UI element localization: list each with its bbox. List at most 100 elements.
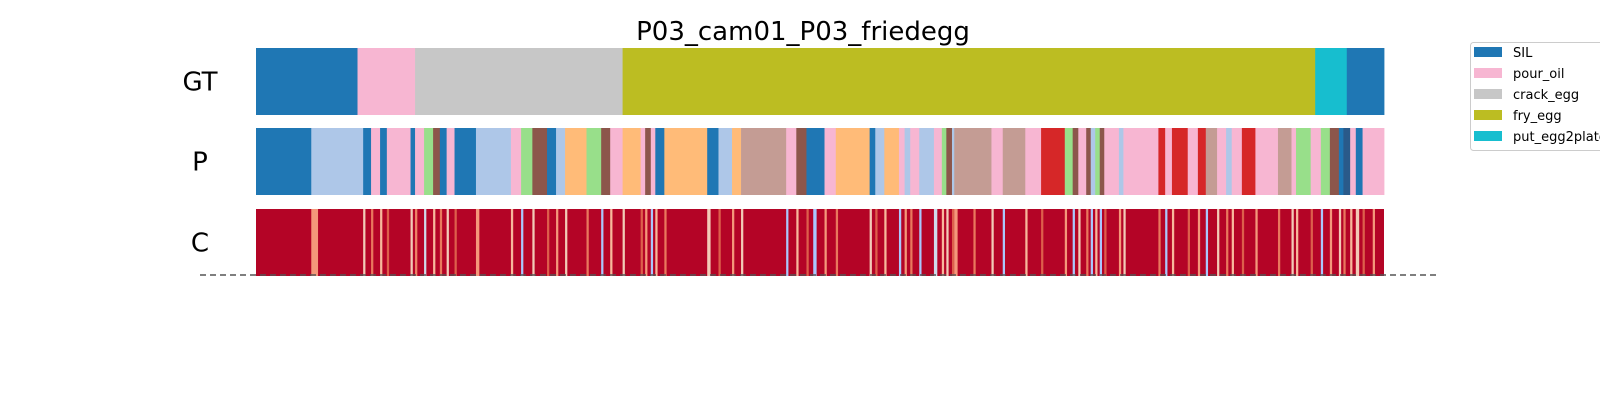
confidence-stripe: [1104, 209, 1107, 276]
segment-bar: [622, 48, 1316, 115]
confidence-stripe: [1355, 209, 1360, 276]
confidence-stripe: [1296, 209, 1299, 276]
confidence-stripe: [1086, 209, 1089, 276]
confidence-stripe: [1362, 209, 1365, 276]
confidence-stripe: [1041, 209, 1044, 276]
confidence-stripe: [640, 209, 643, 276]
confidence-stripe: [824, 209, 827, 276]
confidence-stripe: [933, 209, 938, 276]
segment-bar: [475, 128, 486, 195]
confidence-stripe: [380, 209, 383, 276]
segment-bar: [946, 128, 953, 195]
confidence-stripe: [415, 209, 418, 276]
segment-bar: [1099, 128, 1105, 195]
confidence-stripe: [1118, 209, 1122, 276]
row-label: P: [192, 148, 208, 178]
segment-bar: [386, 128, 411, 195]
confidence-stripe: [433, 209, 436, 276]
segment-bar: [1231, 128, 1243, 195]
row-c: C: [191, 209, 1384, 276]
segment-bar: [1343, 128, 1351, 195]
confidence-stripe: [884, 209, 887, 276]
segment-bar: [1002, 128, 1026, 195]
confidence-stripe: [1291, 209, 1294, 276]
segment-bar: [454, 128, 477, 195]
segment-bar: [884, 128, 900, 195]
confidence-stripe: [1002, 209, 1005, 276]
segment-bar: [601, 128, 611, 195]
segment-bar: [424, 128, 434, 195]
confidence-stripe: [1372, 209, 1375, 276]
segment-bar: [910, 128, 920, 195]
confidence-stripe: [954, 209, 958, 276]
segment-bar: [1090, 128, 1096, 195]
segment-bar: [869, 128, 876, 195]
segment-bar: [547, 128, 557, 195]
segment-bar: [898, 128, 905, 195]
confidence-stripe: [1255, 209, 1258, 276]
segment-bar: [1355, 128, 1363, 195]
confidence-stripe: [1158, 209, 1161, 276]
segment-bar: [973, 128, 992, 195]
segment-bar: [1165, 128, 1173, 195]
confidence-stripe: [1217, 209, 1220, 276]
confidence-stripe: [741, 209, 744, 276]
segment-bar: [357, 48, 416, 115]
legend: SIL pour_oil crack_egg fry_egg put_egg2plate: [1470, 42, 1600, 151]
legend-label: fry_egg: [1513, 109, 1562, 124]
confidence-stripe: [586, 209, 589, 276]
segment-bar: [806, 128, 825, 195]
confidence-stripe: [1078, 209, 1081, 276]
segment-bar: [371, 128, 381, 195]
segment-bar: [919, 128, 935, 195]
segment-bar: [718, 128, 733, 195]
rows-layer: GT P C: [182, 48, 1385, 276]
segment-bar: [741, 128, 787, 195]
confidence-stripe: [1226, 209, 1229, 276]
segment-bar: [1095, 128, 1101, 195]
confidence-stripe: [718, 209, 721, 276]
confidence-stripe: [556, 209, 559, 276]
segment-bar: [1338, 128, 1344, 195]
segment-bar: [415, 48, 623, 115]
confidence-stripe: [707, 209, 711, 276]
segment-bar: [650, 128, 656, 195]
segment-bar: [1086, 128, 1092, 195]
confidence-stripe: [919, 209, 922, 276]
segment-bar: [622, 128, 642, 195]
confidence-stripe: [521, 209, 524, 276]
confidence-stripe: [941, 209, 945, 276]
confidence-stripe: [446, 209, 449, 276]
confidence-stripe: [732, 209, 735, 276]
confidence-stripe: [1310, 209, 1313, 276]
confidence-stripe: [1329, 209, 1333, 276]
segment-bar: [824, 128, 837, 195]
confidence-stripe: [1090, 209, 1093, 276]
segment-bar: [1277, 128, 1292, 195]
confidence-stripe: [311, 209, 319, 276]
confidence-stripe: [1197, 209, 1201, 276]
confidence-stripe: [991, 209, 994, 276]
confidence-stripe: [1231, 209, 1234, 276]
segment-bar: [640, 128, 646, 195]
segment-bar: [835, 128, 871, 195]
legend-swatch: [1474, 131, 1502, 141]
row-label: C: [191, 229, 209, 259]
segment-bar: [415, 128, 425, 195]
segment-bar: [1362, 128, 1385, 195]
confidence-stripe: [1343, 209, 1346, 276]
confidence-stripe: [454, 209, 457, 276]
segment-bar: [433, 128, 441, 195]
confidence-stripe: [363, 209, 366, 276]
segment-bar: [1296, 128, 1312, 195]
segment-bar: [1072, 128, 1079, 195]
segment-bar: [991, 128, 1004, 195]
legend-label: SIL: [1513, 46, 1533, 61]
segment-bar: [1226, 128, 1233, 195]
confidence-stripe: [813, 209, 817, 276]
legend-swatch: [1474, 110, 1502, 120]
confidence-stripe: [1338, 209, 1342, 276]
legend-swatch: [1474, 89, 1502, 99]
confidence-background: [256, 209, 1384, 276]
confidence-stripe: [1187, 209, 1190, 276]
